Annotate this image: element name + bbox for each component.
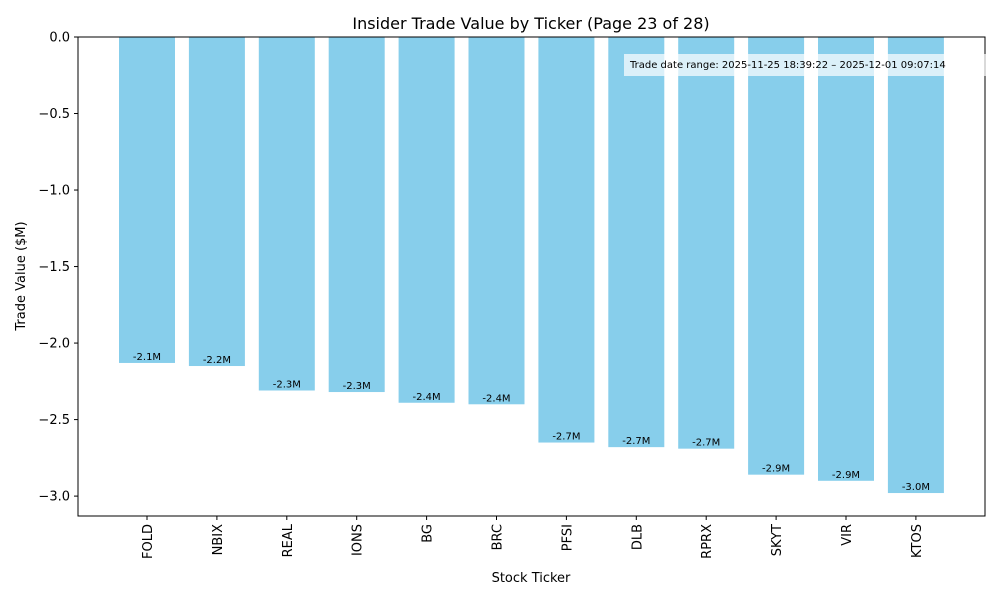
bar-vir xyxy=(818,37,874,481)
bar-fold xyxy=(119,37,175,363)
bar-bg xyxy=(398,37,455,403)
y-tick-label: −2.0 xyxy=(38,337,70,352)
data-label-rprx: -2.7M xyxy=(692,438,720,449)
y-axis: 0.0 −0.5 −1.0 −1.5 −2.0 −2.5 −3.0 xyxy=(38,31,78,505)
data-label-dlb: -2.7M xyxy=(622,436,650,447)
y-axis-label: Trade Value ($M) xyxy=(14,221,29,331)
data-label-real: -2.3M xyxy=(273,380,301,391)
data-label-nbix: -2.2M xyxy=(203,355,231,366)
x-tick-label-fold: FOLD xyxy=(141,524,156,559)
x-tick-label-real: REAL xyxy=(281,523,296,557)
bar-real xyxy=(258,37,315,391)
data-label-pfsi: -2.7M xyxy=(552,432,580,443)
data-label-ions: -2.3M xyxy=(343,381,371,392)
data-label-skyt: -2.9M xyxy=(762,464,790,475)
bar-ions xyxy=(328,37,385,393)
data-label-brc: -2.4M xyxy=(482,393,510,404)
plot-frame xyxy=(77,36,986,517)
data-labels-group: -2.1M -2.2M -2.3M -2.3M -2.4M -2.4M -2.7M -2.7M… xyxy=(133,352,930,493)
bars-group xyxy=(119,37,944,494)
bar-pfsi xyxy=(538,37,595,443)
x-tick-label-pfsi: PFSI xyxy=(560,524,575,551)
y-tick-label: −3.0 xyxy=(38,490,70,505)
x-tick-label-skyt: SKYT xyxy=(770,524,785,556)
x-tick-label-dlb: DLB xyxy=(630,524,645,550)
y-tick-label: −1.5 xyxy=(38,260,70,275)
y-tick-label: 0.0 xyxy=(49,31,70,46)
x-tick-label-ions: IONS xyxy=(351,524,366,556)
bar-nbix xyxy=(188,37,245,367)
bar-rprx xyxy=(678,37,735,449)
data-label-vir: -2.9M xyxy=(832,470,860,481)
y-tick-label: −2.5 xyxy=(38,413,70,428)
x-tick-label-brc: BRC xyxy=(491,524,506,550)
data-label-bg: -2.4M xyxy=(413,392,441,403)
x-tick-label-bg: BG xyxy=(421,524,436,543)
bar-skyt xyxy=(748,37,805,475)
x-tick-label-rprx: RPRX xyxy=(700,524,715,559)
annotation-text: Trade date range: 2025-11-25 18:39:22 – … xyxy=(629,60,946,71)
data-label-ktos: -3.0M xyxy=(902,482,930,493)
bar-brc xyxy=(468,37,525,405)
x-axis-label: Stock Ticker xyxy=(492,571,571,586)
bar-ktos xyxy=(887,37,944,494)
date-range-annotation: Trade date range: 2025-11-25 18:39:22 – … xyxy=(624,54,986,76)
x-tick-label-ktos: KTOS xyxy=(910,524,925,558)
bar-dlb xyxy=(608,37,665,448)
annotation-box xyxy=(624,54,986,76)
chart-title: Insider Trade Value by Ticker (Page 23 o… xyxy=(352,14,709,33)
x-tick-label-vir: VIR xyxy=(840,524,855,546)
x-tick-label-nbix: NBIX xyxy=(211,524,226,555)
data-label-fold: -2.1M xyxy=(133,352,161,363)
y-tick-label: −1.0 xyxy=(38,184,70,199)
x-axis: FOLD NBIX REAL IONS BG BRC PFSI DLB RPRX SKYT VIR K… xyxy=(141,516,925,559)
y-tick-label: −0.5 xyxy=(38,107,70,122)
